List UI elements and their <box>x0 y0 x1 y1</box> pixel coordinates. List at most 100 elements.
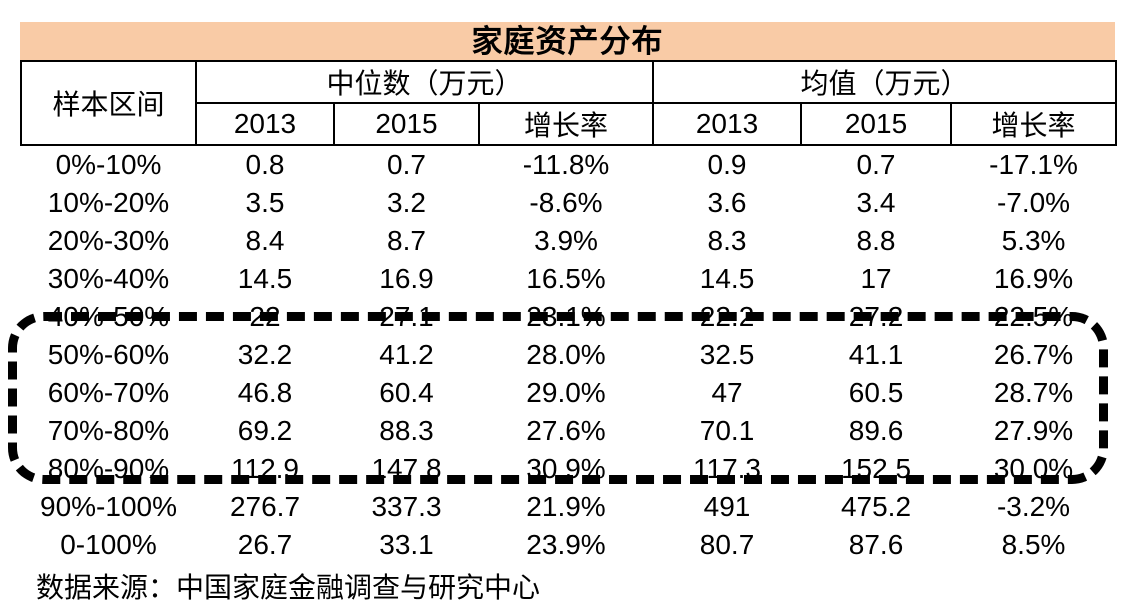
value-cell: 491 <box>703 491 751 522</box>
data-source-note: 数据来源：中国家庭金融调查与研究中心 <box>36 572 541 603</box>
value-cell: 27.6% <box>526 415 606 446</box>
value-cell: 8.5% <box>1001 529 1066 560</box>
sample-range-cell: 20%-30% <box>47 225 170 256</box>
value-cell: 21.9% <box>526 491 606 522</box>
header-median-2013: 2013 <box>195 102 335 146</box>
value-cell: 27.1 <box>379 301 434 332</box>
table-row: 20%-30% 8.4 8.7 3.9% 8.3 8.8 5.3% <box>21 222 1116 260</box>
value-cell: 69.2 <box>237 415 293 446</box>
sample-range-cell: 60%-70% <box>47 377 170 408</box>
table-row: 10%-20% 3.5 3.2 -8.6% 3.6 3.4 -7.0% <box>21 184 1116 222</box>
header-median-2015: 2015 <box>333 102 480 146</box>
value-cell: 117.3 <box>693 453 762 484</box>
value-cell: 5.3% <box>1001 225 1066 256</box>
value-cell: -11.8% <box>522 149 610 180</box>
value-cell: 14.5 <box>699 263 755 294</box>
header-median-growth: 增长率 <box>477 102 655 146</box>
value-cell: 41.2 <box>379 339 434 370</box>
value-cell: 80.7 <box>699 529 755 560</box>
value-cell: 16.9% <box>993 263 1074 294</box>
value-cell: 276.7 <box>229 491 301 522</box>
value-cell: 3.9% <box>534 225 598 256</box>
table-row: 90%-100% 276.7 337.3 21.9% 491 475.2 -3.2% <box>21 488 1116 526</box>
value-cell: 152.5 <box>840 453 912 484</box>
header-mean-2015: 2015 <box>800 102 953 146</box>
value-cell: 60.5 <box>848 377 904 408</box>
value-cell: 27.9% <box>993 415 1074 446</box>
sample-range-cell: 90%-100% <box>40 491 177 522</box>
value-cell: 0.8 <box>245 149 285 180</box>
value-cell: 0.9 <box>707 149 747 180</box>
value-cell: -7.0% <box>996 187 1071 218</box>
sample-range-cell: 0%-10% <box>55 149 162 180</box>
value-cell: 23.9% <box>526 529 606 560</box>
value-cell: 8.3 <box>707 225 747 256</box>
value-cell: 8.8 <box>856 225 896 256</box>
value-cell: 22.2 <box>699 301 755 332</box>
sample-range-cell: 30%-40% <box>47 263 170 294</box>
header-group-row: 样本区间 中位数（万元） 均值（万元） <box>20 60 1118 146</box>
value-cell: 22 <box>249 301 281 332</box>
table-body: 0%-10% 0.8 0.7 -11.8% 0.9 0.7 -17.1% 10%-20% 3.5… <box>21 145 1116 564</box>
value-cell: 88.3 <box>379 415 434 446</box>
value-cell: -8.6% <box>529 187 603 218</box>
value-cell: 47 <box>711 377 743 408</box>
value-cell: 28.0% <box>526 339 606 370</box>
sample-range-cell: 70%-80% <box>47 415 170 446</box>
value-cell: 46.8 <box>237 377 293 408</box>
value-cell: 0.7 <box>387 149 426 180</box>
value-cell: 14.5 <box>237 263 293 294</box>
header-mean-2013: 2013 <box>652 102 803 146</box>
value-cell: 26.7% <box>993 339 1074 370</box>
table-row: 0-100% 26.7 33.1 23.9% 80.7 87.6 8.5% <box>21 526 1116 564</box>
value-cell: 30.9% <box>526 453 606 484</box>
table-row: 50%-60% 32.2 41.2 28.0% 32.5 41.1 26.7% <box>21 336 1116 374</box>
table-row: 70%-80% 69.2 88.3 27.6% 70.1 89.6 27.9% <box>21 412 1116 450</box>
value-cell: 33.1 <box>379 529 434 560</box>
value-cell: 3.6 <box>707 187 747 218</box>
sample-range-cell: 40%-50% <box>47 301 170 332</box>
value-cell: -17.1% <box>989 149 1078 180</box>
sample-range-cell: 80%-90% <box>47 453 170 484</box>
value-cell: 29.0% <box>526 377 606 408</box>
value-cell: 27.2 <box>848 301 904 332</box>
table-row: 80%-90% 112.9 147.8 30.9% 117.3 152.5 30.0% <box>21 450 1116 488</box>
value-cell: 89.6 <box>848 415 904 446</box>
value-cell: 41.1 <box>848 339 904 370</box>
table-row: 0%-10% 0.8 0.7 -11.8% 0.9 0.7 -17.1% <box>21 145 1116 184</box>
value-cell: 8.4 <box>245 225 285 256</box>
header-mean-growth: 增长率 <box>950 102 1118 146</box>
header-mean-group: 均值（万元） <box>652 60 1118 104</box>
value-cell: 32.2 <box>237 339 293 370</box>
table-row: 30%-40% 14.5 16.9 16.5% 14.5 17 16.9% <box>21 260 1116 298</box>
value-cell: 3.4 <box>856 187 896 218</box>
value-cell: 0.7 <box>856 149 896 180</box>
value-cell: 8.7 <box>387 225 426 256</box>
header-median-group: 中位数（万元） <box>194 60 655 104</box>
table-header: 样本区间 中位数（万元） 均值（万元） 2013 2015 增长率 2013 2… <box>20 60 1118 146</box>
value-cell: 32.5 <box>699 339 755 370</box>
value-cell: 147.8 <box>371 453 442 484</box>
sample-range-cell: 0-100% <box>60 529 157 560</box>
value-cell: 475.2 <box>840 491 912 522</box>
value-cell: 17 <box>860 263 892 294</box>
sample-range-cell: 50%-60% <box>47 339 170 370</box>
header-sample-range: 样本区间 <box>20 60 197 146</box>
value-cell: 337.3 <box>371 491 442 522</box>
value-cell: 22.5% <box>993 301 1074 332</box>
value-cell: 30.0% <box>993 453 1074 484</box>
value-cell: 16.9 <box>379 263 434 294</box>
value-cell: 112.9 <box>231 453 299 484</box>
table-row: 40%-50% 22 27.1 23.1% 22.2 27.2 22.5% <box>21 298 1116 336</box>
value-cell: 60.4 <box>379 377 434 408</box>
table-title: 家庭资产分布 <box>20 22 1115 60</box>
asset-distribution-table: 样本区间 中位数（万元） 均值（万元） 2013 2015 增长率 2013 2… <box>20 60 1118 564</box>
table-row: 60%-70% 46.8 60.4 29.0% 47 60.5 28.7% <box>21 374 1116 412</box>
sample-range-cell: 10%-20% <box>47 187 170 218</box>
value-cell: 26.7 <box>237 529 293 560</box>
value-cell: 23.1% <box>526 301 606 332</box>
header-sub-row: 2013 2015 增长率 2013 2015 增长率 <box>21 102 1118 146</box>
value-cell: 3.5 <box>245 187 285 218</box>
value-cell: 3.2 <box>387 187 426 218</box>
